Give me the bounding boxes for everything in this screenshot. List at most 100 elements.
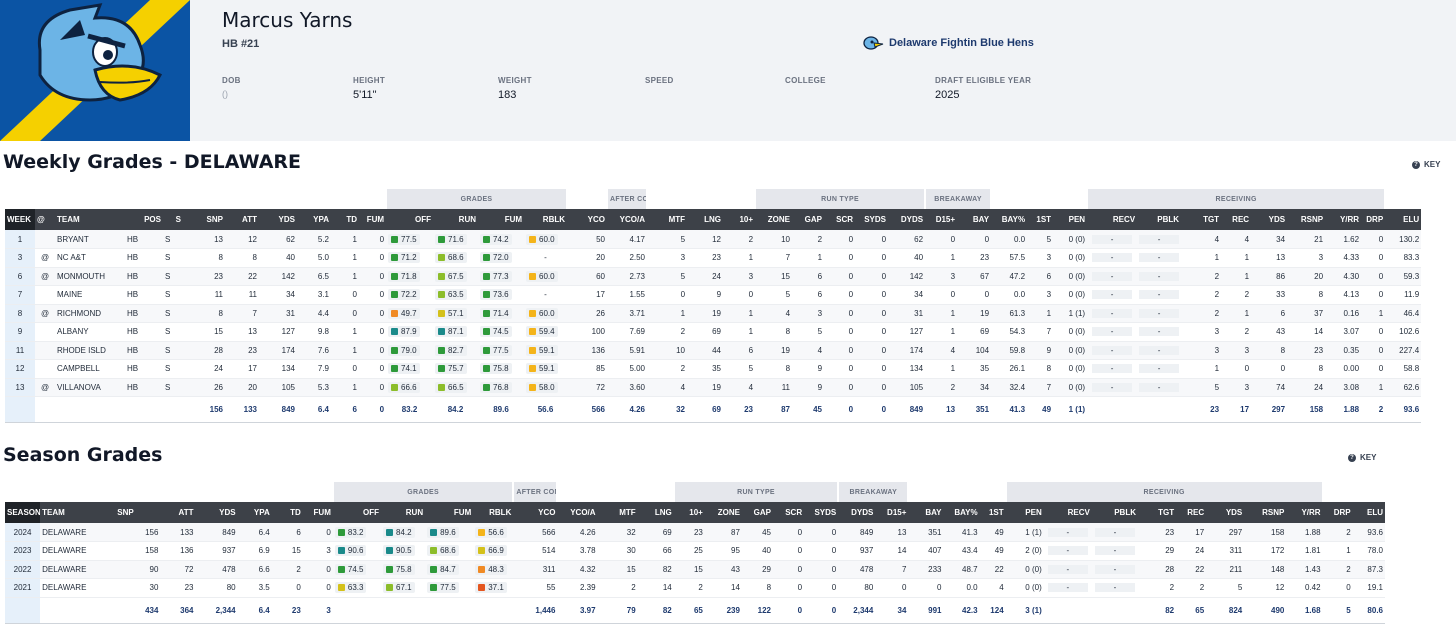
row-key[interactable]: 2022 [5, 560, 41, 579]
column-header[interactable]: TGT [1138, 502, 1177, 523]
column-header[interactable]: RSNP [1244, 502, 1287, 523]
row-key[interactable]: 2023 [5, 541, 41, 561]
column-header[interactable]: SNP [115, 502, 161, 523]
column-header[interactable]: YDS [259, 209, 297, 230]
column-header[interactable]: YDS [1251, 209, 1288, 230]
team-link[interactable]: Delaware Fightin Blue Hens [862, 36, 1034, 50]
column-header[interactable]: POS [125, 209, 163, 230]
column-header[interactable]: OFF [386, 209, 434, 230]
column-header[interactable]: 1ST [1027, 209, 1054, 230]
column-header[interactable]: REC [1221, 209, 1252, 230]
row-key[interactable]: 7 [5, 285, 35, 305]
row-key[interactable]: 2021 [5, 578, 41, 598]
team-link[interactable]: MONMOUTH [55, 267, 125, 286]
row-key[interactable]: 9 [5, 322, 35, 342]
column-header[interactable]: YPA [297, 209, 331, 230]
column-header[interactable]: RECV [1043, 502, 1092, 523]
team-link[interactable]: MAINE [55, 285, 125, 305]
column-header[interactable]: TEAM [55, 209, 125, 230]
column-header[interactable]: YDS [1206, 502, 1245, 523]
column-header[interactable]: FUM [359, 209, 387, 230]
column-header[interactable]: YCO/A [607, 209, 648, 230]
column-header[interactable]: YCO/A [557, 502, 598, 523]
column-header[interactable]: 1ST [979, 502, 1006, 523]
row-key[interactable]: 13 [5, 378, 35, 397]
column-header[interactable]: YCO [513, 502, 558, 523]
team-link[interactable]: RHODE ISLD [55, 341, 125, 360]
column-header[interactable]: SCR [824, 209, 856, 230]
column-header[interactable]: LNG [687, 209, 724, 230]
column-header[interactable]: S [163, 209, 183, 230]
column-header[interactable]: RECV [1087, 209, 1138, 230]
column-header[interactable]: SNP [183, 209, 225, 230]
team-link[interactable]: NC A&T [55, 248, 125, 268]
weekly-key-button[interactable]: ? KEY [1412, 160, 1440, 169]
column-header[interactable]: @ [35, 209, 55, 230]
column-header[interactable]: FUM [302, 502, 333, 523]
column-header[interactable]: GAP [792, 209, 825, 230]
column-header[interactable]: DYDS [838, 502, 876, 523]
team-link[interactable]: ALBANY [55, 322, 125, 342]
column-header[interactable]: RUN [433, 209, 479, 230]
column-header[interactable]: SYDS [855, 209, 889, 230]
team-link[interactable]: VILLANOVA [55, 378, 125, 397]
row-key[interactable]: 11 [5, 341, 35, 360]
column-header[interactable]: PEN [1005, 502, 1044, 523]
column-header[interactable]: SEASON [5, 502, 41, 523]
column-header[interactable]: SCR [773, 502, 805, 523]
row-key[interactable]: 6 [5, 267, 35, 286]
column-header[interactable]: FUM [478, 209, 525, 230]
column-header[interactable]: ZONE [755, 209, 793, 230]
column-header[interactable]: RBLK [524, 209, 568, 230]
column-header[interactable]: YCO [567, 209, 608, 230]
column-header[interactable]: D15+ [875, 502, 909, 523]
column-header[interactable]: PEN [1053, 209, 1088, 230]
team-link[interactable]: RICHMOND [55, 304, 125, 323]
column-header[interactable]: 10+ [723, 209, 756, 230]
column-header[interactable]: ATT [225, 209, 259, 230]
column-header[interactable]: GAP [741, 502, 774, 523]
column-header[interactable]: FUM [425, 502, 474, 523]
column-header[interactable]: ELU [1385, 209, 1422, 230]
row-key[interactable]: 3 [5, 248, 35, 268]
column-header[interactable]: Y/RR [1325, 209, 1362, 230]
column-header[interactable]: BAY% [943, 502, 980, 523]
column-header[interactable]: DYDS [888, 209, 926, 230]
column-header[interactable]: DRP [1361, 209, 1386, 230]
column-header[interactable]: RBLK [473, 502, 514, 523]
column-header[interactable]: LNG [637, 502, 674, 523]
column-header[interactable]: MTF [647, 209, 688, 230]
column-header[interactable]: SYDS [804, 502, 839, 523]
column-header[interactable]: YDS [195, 502, 238, 523]
column-header[interactable]: TEAM [40, 502, 116, 523]
column-header[interactable]: 10+ [673, 502, 705, 523]
column-header[interactable]: BAY [957, 209, 992, 230]
team-link[interactable]: CAMPBELL [55, 359, 125, 379]
row-key[interactable]: 2024 [5, 523, 41, 542]
season-key-button[interactable]: ? KEY [1348, 453, 1376, 462]
column-header[interactable]: RSNP [1287, 209, 1326, 230]
column-header[interactable]: RUN [381, 502, 426, 523]
column-header[interactable]: ZONE [704, 502, 742, 523]
column-header[interactable]: PBLK [1091, 502, 1138, 523]
column-header[interactable]: REC [1176, 502, 1207, 523]
column-header[interactable]: BAY [908, 502, 944, 523]
row-key[interactable]: 1 [5, 230, 35, 249]
row-key[interactable]: 12 [5, 359, 35, 379]
column-header[interactable]: BAY% [991, 209, 1028, 230]
column-header[interactable]: MTF [597, 502, 638, 523]
column-header[interactable]: DRP [1322, 502, 1353, 523]
column-header[interactable]: OFF [332, 502, 381, 523]
column-header[interactable]: YPA [237, 502, 272, 523]
column-header[interactable]: TGT [1181, 209, 1222, 230]
row-key[interactable]: 8 [5, 304, 35, 323]
column-header[interactable]: ATT [160, 502, 196, 523]
column-header[interactable]: Y/RR [1286, 502, 1323, 523]
team-link[interactable]: BRYANT [55, 230, 125, 249]
column-header[interactable]: D15+ [925, 209, 958, 230]
column-header[interactable]: WEEK [5, 209, 35, 230]
column-header[interactable]: PBLK [1137, 209, 1182, 230]
column-header[interactable]: TD [271, 502, 303, 523]
column-header[interactable]: ELU [1352, 502, 1385, 523]
column-header[interactable]: TD [331, 209, 359, 230]
